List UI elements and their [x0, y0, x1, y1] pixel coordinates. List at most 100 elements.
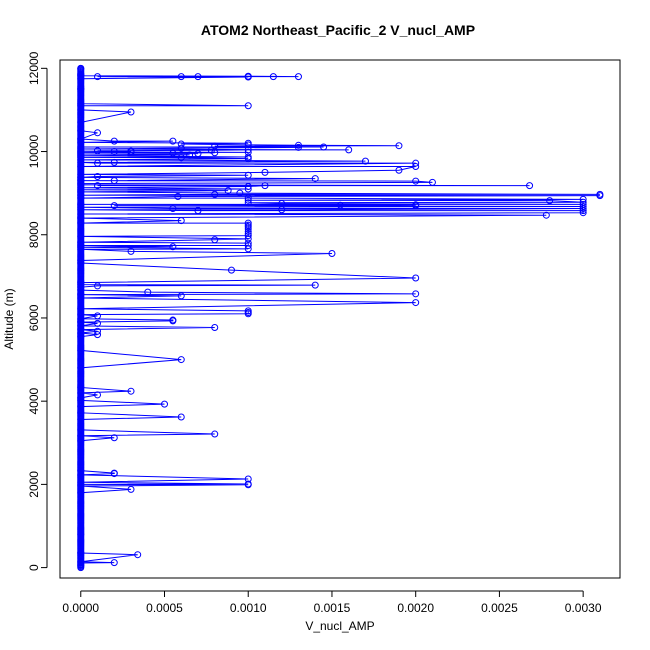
- y-tick-label: 12000: [27, 51, 41, 85]
- data-point: [94, 282, 102, 290]
- data-point: [177, 154, 185, 162]
- data-point: [110, 469, 118, 477]
- data-point: [161, 400, 168, 408]
- data-point: [261, 168, 269, 176]
- x-tick-label: 0.0010: [230, 601, 267, 615]
- data-point: [127, 247, 135, 255]
- y-tick-label: 4000: [27, 388, 41, 415]
- data-point: [207, 146, 215, 154]
- data-point: [94, 391, 102, 399]
- data-point: [244, 194, 252, 202]
- data-point: [211, 190, 219, 198]
- x-tick-label: 0.0005: [146, 601, 183, 615]
- x-axis-label: V_nucl_AMP: [305, 619, 374, 633]
- data-point: [244, 219, 252, 227]
- data-point: [194, 207, 202, 215]
- data-point: [110, 559, 118, 567]
- y-axis: 0 2000 4000 6000 8000 10000 12000: [27, 51, 48, 571]
- data-point: [211, 430, 219, 438]
- data-point: [224, 187, 232, 195]
- data-point: [94, 173, 102, 180]
- data-point: [94, 182, 102, 190]
- data-point: [294, 143, 302, 151]
- x-tick-label: 0.0030: [565, 601, 602, 615]
- data-point: [596, 190, 604, 198]
- data-point: [244, 199, 252, 207]
- data-point: [94, 327, 102, 335]
- data-point: [244, 242, 252, 250]
- data-markers: [77, 64, 604, 572]
- data-point: [94, 147, 102, 155]
- data-point: [328, 249, 336, 257]
- data-point: [311, 281, 319, 289]
- data-point: [244, 235, 252, 243]
- data-point: [94, 73, 102, 81]
- data-point: [244, 230, 252, 237]
- data-point: [412, 201, 420, 209]
- data-point: [320, 143, 328, 151]
- data-point: [311, 175, 319, 183]
- data-point: [412, 290, 420, 298]
- data-point: [261, 182, 269, 190]
- data-point: [244, 475, 252, 483]
- y-axis-label: Altitude (m): [2, 288, 16, 349]
- data-point: [412, 274, 420, 282]
- data-point: [244, 72, 252, 80]
- data-point: [94, 331, 102, 339]
- data-point: [174, 192, 182, 200]
- data-point: [579, 195, 587, 203]
- plot-frame: [59, 59, 621, 579]
- data-point: [244, 139, 252, 147]
- data-point: [110, 148, 118, 156]
- data-point: [244, 480, 252, 488]
- x-axis: 0.0000 0.0005 0.0010 0.0015 0.0020 0.0025 0.00…: [62, 590, 602, 615]
- data-point: [169, 205, 177, 213]
- data-point: [169, 149, 177, 157]
- data-point: [177, 73, 185, 81]
- data-point: [127, 147, 135, 155]
- data-point: [94, 312, 102, 320]
- chart-title: ATOM2 Northeast_Pacific_2 V_nucl_AMP: [201, 22, 475, 38]
- data-point: [144, 288, 152, 296]
- data-point: [542, 211, 550, 219]
- data-point: [134, 551, 142, 559]
- y-tick-label: 8000: [27, 221, 41, 248]
- data-point: [94, 319, 102, 327]
- y-tick-label: 6000: [27, 304, 41, 331]
- x-tick-label: 0.0025: [481, 601, 518, 615]
- data-point: [177, 356, 185, 364]
- data-point: [227, 266, 235, 274]
- data-point: [412, 299, 420, 307]
- data-point: [194, 73, 202, 81]
- data-point: [94, 129, 102, 137]
- data-point: [294, 73, 302, 81]
- data-point: [546, 197, 554, 205]
- data-point: [211, 324, 219, 332]
- data-point: [194, 150, 202, 158]
- data-point: [244, 171, 252, 179]
- y-tick-label: 10000: [27, 135, 41, 169]
- data-point: [169, 137, 177, 145]
- data-point: [244, 239, 252, 247]
- data-point: [94, 159, 102, 167]
- data-point: [110, 434, 118, 442]
- data-point: [169, 316, 177, 324]
- data-point: [412, 159, 420, 167]
- data-point: [177, 140, 185, 148]
- data-point: [169, 243, 177, 251]
- data-point: [186, 151, 194, 159]
- data-point: [244, 148, 252, 156]
- data-point: [361, 157, 369, 165]
- data-point: [294, 141, 302, 149]
- data-point: [428, 178, 436, 186]
- data-point: [278, 200, 286, 208]
- data-point: [177, 217, 185, 225]
- data-point: [244, 196, 252, 204]
- data-point: [110, 137, 118, 145]
- data-point: [127, 387, 135, 395]
- data-point: [336, 201, 344, 209]
- y-tick-label: 0: [27, 564, 41, 571]
- data-point: [244, 146, 252, 154]
- data-point: [395, 142, 403, 150]
